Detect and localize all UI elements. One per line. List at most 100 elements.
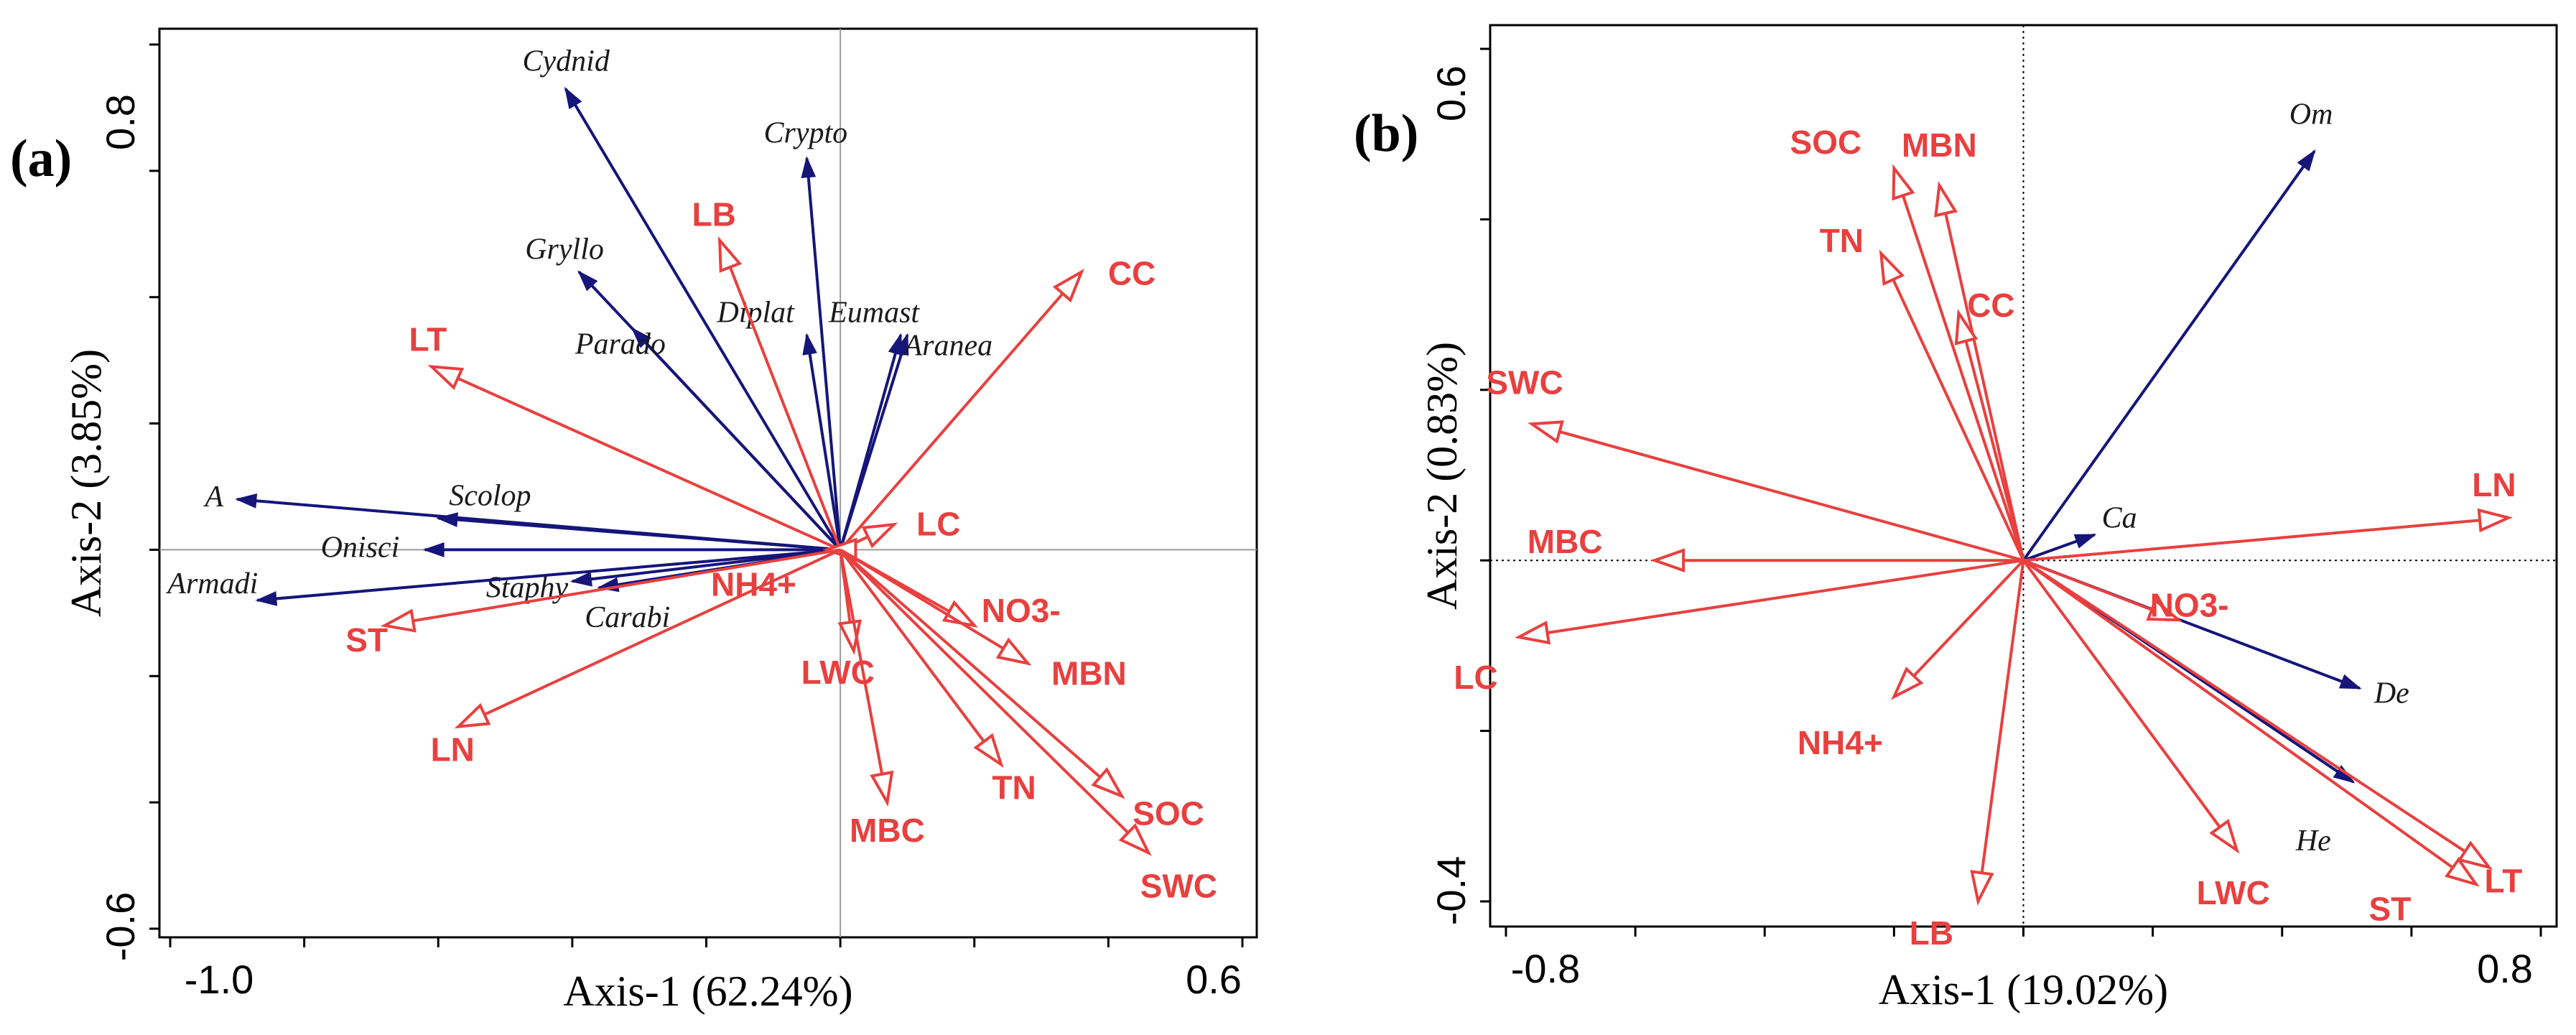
env-label-mbn: MBN (1902, 126, 1977, 164)
env-line-ln (2023, 516, 2509, 562)
env-vector-nh4: NH4+ (1798, 559, 2024, 761)
env-vector-lwc: LWC (2022, 560, 2270, 911)
x-tick-label: -0.8 (1511, 946, 1581, 991)
species-label-aranea: Aranea (901, 329, 992, 362)
y-tick-label: 0.6 (1428, 65, 1474, 121)
env-vector-mbc: MBC (1528, 523, 2024, 573)
env-line-cc (1957, 312, 2025, 561)
species-arrowhead-gryllo (577, 270, 598, 292)
species-line-parado (631, 328, 842, 551)
x-tick-label: 0.6 (1186, 957, 1242, 1002)
env-line-mbn (840, 548, 1029, 665)
species-vector-om: Om (2022, 98, 2333, 562)
env-line-st (2022, 559, 2478, 886)
env-line-mbn (1938, 185, 2025, 561)
env-label-swc: SWC (1486, 363, 1563, 401)
panel-label: (b) (1354, 104, 1418, 163)
env-arrowhead-tn (1879, 249, 1905, 287)
species-vector-eumast: Eumast (828, 296, 920, 550)
env-vector-cc: CC (839, 255, 1156, 551)
species-label-a: A (203, 481, 223, 514)
env-arrowhead-mbc (870, 770, 894, 807)
env-vector-lb: LB (1910, 560, 2025, 952)
env-arrowhead-no3 (2146, 598, 2183, 622)
species-label-de: De (2373, 677, 2409, 710)
env-arrowhead-ln (454, 702, 491, 729)
env-arrowhead-lc (861, 522, 898, 549)
env-vector-mbc: MBC (839, 549, 925, 849)
species-arrowhead-armadi (255, 591, 278, 606)
env-label-tn: TN (1820, 222, 1864, 259)
env-line-mbc (839, 549, 889, 803)
species-line-armadi (257, 548, 841, 602)
env-vector-swc: SWC (839, 549, 1217, 904)
species-label-onisci: Onisci (321, 531, 400, 564)
env-vector-lc: LC (1454, 559, 2024, 696)
species-vector-diplat: Diplat (716, 296, 842, 550)
env-label-nh4: NH4+ (711, 565, 796, 603)
env-label-st: ST (2369, 890, 2412, 927)
species-line-scolop (438, 516, 841, 552)
env-line-lt (2022, 559, 2491, 869)
species-arrowhead-diplat (802, 333, 817, 356)
species-label-gryllo: Gryllo (525, 233, 604, 266)
env-vector-lb: LB (692, 196, 842, 551)
env-label-lb: LB (1910, 914, 1953, 952)
species-label-parado: Parado (575, 328, 666, 361)
species-vector-crypto: Crypto (763, 116, 847, 550)
env-line-nh4 (1892, 559, 2024, 698)
species-vector-gryllo: Gryllo (525, 233, 842, 551)
species-label-scolop: Scolop (449, 479, 531, 512)
y-tick-label: -0.4 (1428, 856, 1474, 926)
env-arrowhead-tn (973, 733, 1004, 769)
env-label-soc: SOC (1133, 794, 1204, 832)
species-line-diplat (805, 335, 842, 550)
env-arrowhead-swc (1118, 823, 1152, 856)
species-arrowhead-de (2338, 674, 2362, 690)
y-axis-label: Axis-2 (3.85%) (62, 349, 110, 617)
species-arrowhead-aranea (894, 333, 909, 356)
env-arrowhead-st (380, 608, 417, 633)
env-line-cc (839, 271, 1083, 551)
species-label-armadi: Armadi (165, 567, 258, 600)
species-arrowhead-crypto (801, 156, 817, 179)
species-arrowhead-om (2297, 149, 2316, 172)
species-vector-cydnid: Cydnid (523, 45, 842, 551)
env-arrowhead-ln (2477, 508, 2513, 533)
env-vector-swc: SWC (1486, 363, 2024, 562)
env-line-lwc (2022, 560, 2238, 851)
env-vector-st: ST (2022, 559, 2480, 927)
env-label-soc: SOC (1790, 124, 1862, 161)
species-label-crypto: Crypto (763, 116, 847, 149)
env-label-mbc: MBC (1528, 523, 1603, 560)
species-line-aranea (839, 334, 909, 551)
species-line-crypto (805, 158, 842, 550)
env-vector-ln: LN (2023, 466, 2516, 562)
env-line-lc (1518, 559, 2024, 639)
env-label-tn: TN (992, 769, 1036, 806)
species-line-om (2022, 150, 2316, 562)
x-tick-label: -1.0 (185, 957, 254, 1002)
env-arrowhead-lc (1515, 621, 1551, 645)
env-arrowhead-lb (717, 236, 743, 273)
env-vector-tn: TN (1820, 222, 2025, 562)
env-label-st: ST (345, 621, 388, 659)
env-line-soc (1892, 167, 2025, 561)
species-label-eumast: Eumast (828, 296, 920, 329)
env-label-lt: LT (409, 320, 447, 358)
x-tick-label: 0.8 (2477, 946, 2533, 991)
species-vector-armadi: Armadi (165, 548, 841, 606)
species-arrowhead-parado (631, 327, 651, 348)
y-axis-label: Axis-2 (0.83%) (1418, 342, 1466, 610)
species-arrowhead-cydnid (564, 86, 582, 110)
x-axis-label: Axis-1 (19.02%) (1879, 966, 2168, 1013)
biplot-panel-a: -1.0 0.6 -0.6 0.8 Axis-1 (62.24%) Axis-2 (3.8… (10, 27, 1258, 1015)
env-label-no3: NO3- (982, 592, 1061, 629)
species-label-cydnid: Cydnid (523, 45, 610, 78)
env-label-lb: LB (692, 196, 735, 233)
species-label-carabi: Carabi (585, 601, 670, 634)
env-vector-ln: LN (431, 548, 841, 769)
env-line-lt (431, 365, 841, 552)
env-label-mbn: MBN (1051, 655, 1127, 692)
